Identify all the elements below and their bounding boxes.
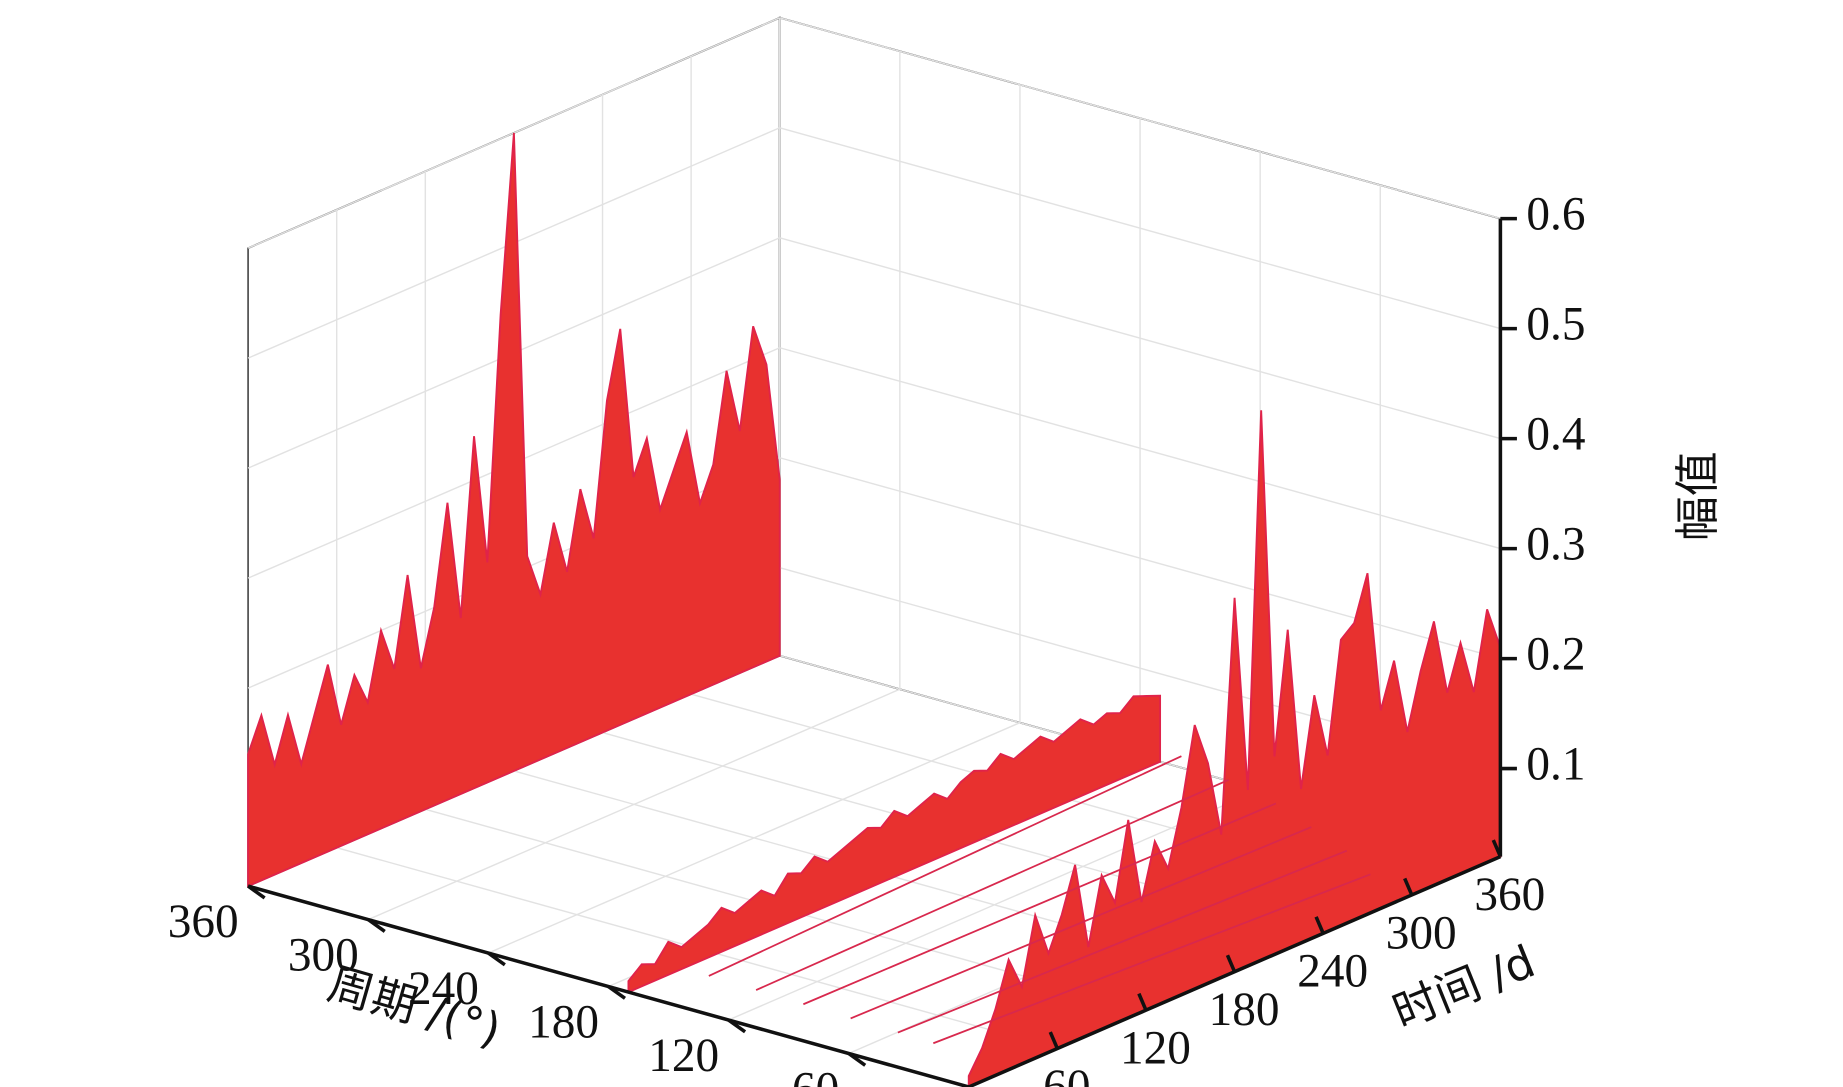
x-tick-label: 300 [1386,907,1457,959]
grid-line [779,237,1501,440]
y-tick [247,884,266,900]
z-tick-label: 0.5 [1526,298,1585,350]
spectrum-area [627,694,1162,994]
grid-line [728,788,1261,1021]
grid-line [488,722,1021,954]
axes: 60 120 180 240 300 360 60 120 180 240 300 360 0.1 0.2… [168,188,1585,1087]
z-tick-label: 0.6 [1526,188,1585,240]
y-tick [847,1052,867,1067]
grid-line [779,457,1501,660]
x-tick [1225,954,1237,973]
y-tick [607,985,626,1000]
spectrum-area [967,410,1502,1087]
grid-line [779,347,1501,550]
y-tick-label: 120 [648,1030,719,1082]
y-tick [367,918,386,933]
x-tick [1137,992,1148,1011]
z-tick-label: 0.3 [1526,518,1585,570]
z-tick-label: 0.4 [1526,408,1585,460]
x-tick [1048,1031,1059,1050]
grid-line [367,688,901,921]
x-tick-label: 360 [1474,869,1545,921]
z-axis-title: 幅值 [1671,451,1724,541]
x-tick-label: 180 [1209,984,1280,1036]
spectrum-area [247,132,781,888]
x-tick-label: 60 [1043,1061,1090,1087]
y-tick-label: 240 [408,963,479,1015]
z-tick-label: 0.1 [1526,738,1585,790]
z-tick-label: 0.2 [1526,628,1585,680]
x-tick-label: 120 [1120,1023,1191,1075]
x-tick [1314,916,1325,935]
y-tick [487,951,506,967]
x-tick [1403,877,1414,896]
grid-line [779,17,1501,220]
fan-lines [708,755,1371,1045]
y-tick [727,1018,747,1034]
y-tick-label: 60 [792,1063,839,1087]
x-tick-label: 240 [1297,946,1368,998]
grid-line [779,127,1501,330]
y-tick-label: 300 [288,930,359,982]
marks [247,132,1502,1087]
y-tick-label: 360 [168,896,239,948]
y-tick-label: 180 [528,997,599,1049]
x-tick [1491,839,1503,858]
